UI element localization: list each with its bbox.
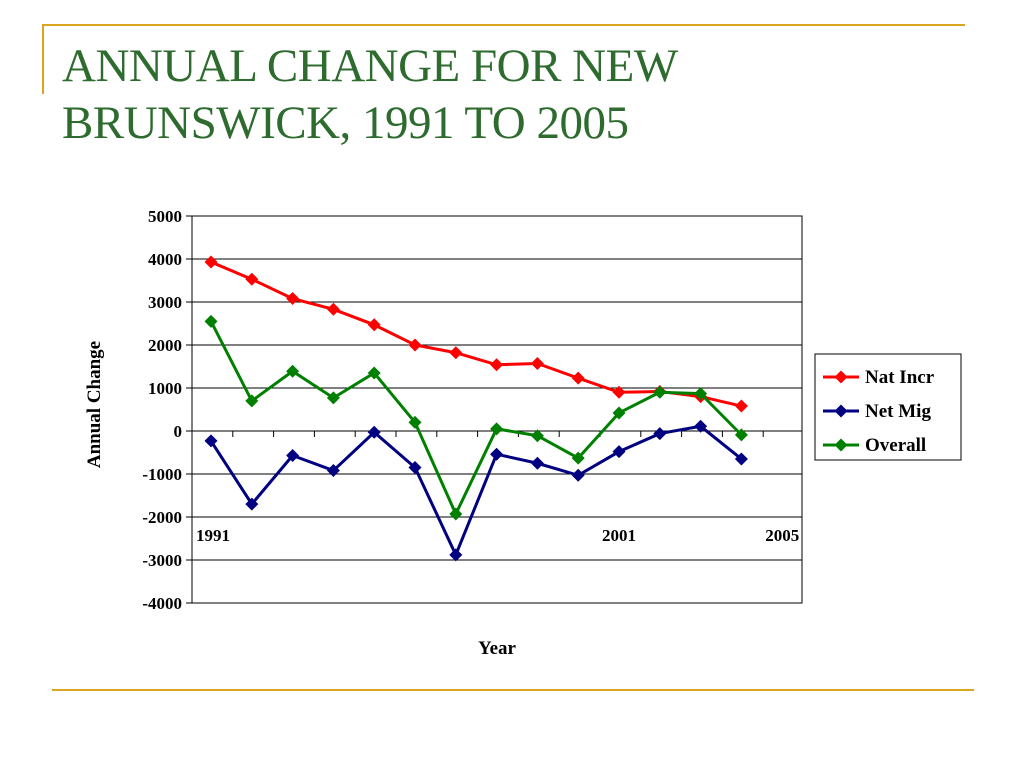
data-point-overall [326, 391, 340, 405]
data-point-net-mig [367, 425, 381, 439]
data-point-net-mig [449, 548, 463, 562]
data-point-nat-incr [490, 358, 504, 372]
data-point-overall [571, 451, 585, 465]
y-tick-label: 1000 [148, 379, 182, 398]
data-point-nat-incr [571, 371, 585, 385]
y-tick-label: -2000 [142, 508, 182, 527]
data-point-net-mig [612, 445, 626, 459]
legend-swatch-marker-nat-incr [834, 370, 848, 384]
data-point-net-mig [490, 447, 504, 461]
data-point-overall [530, 429, 544, 443]
data-point-net-mig [286, 449, 300, 463]
y-tick-label: 3000 [148, 293, 182, 312]
data-point-net-mig [245, 497, 259, 511]
data-point-overall [694, 387, 708, 401]
plot-area [191, 215, 803, 604]
data-point-overall [245, 394, 259, 408]
bottom-accent-rule [52, 689, 974, 691]
data-point-nat-incr [326, 302, 340, 316]
data-point-net-mig [530, 456, 544, 470]
y-tick-label: -1000 [142, 465, 182, 484]
data-point-nat-incr [530, 356, 544, 370]
data-point-overall [490, 422, 504, 436]
data-point-net-mig [734, 452, 748, 466]
y-tick-label: 5000 [148, 207, 182, 226]
legend-swatch-marker-overall [834, 438, 848, 452]
data-point-nat-incr [408, 338, 422, 352]
data-point-overall [408, 415, 422, 429]
data-point-overall [286, 364, 300, 378]
data-point-overall [612, 406, 626, 420]
x-axis-title: Year [478, 638, 517, 659]
data-point-net-mig [326, 464, 340, 478]
legend-label-nat-incr: Nat Incr [865, 367, 935, 388]
y-tick-label: 0 [174, 422, 183, 441]
y-axis-title: Annual Change [84, 341, 105, 468]
y-tick-label: -3000 [142, 551, 182, 570]
legend-label-net-mig: Net Mig [865, 401, 931, 422]
data-point-net-mig [204, 434, 218, 448]
data-point-nat-incr [367, 318, 381, 332]
top-accent-rule [42, 24, 965, 26]
slide-title: ANNUAL CHANGE FOR NEW BRUNSWICK, 1991 TO… [62, 38, 962, 152]
x-tick-label: 1991 [196, 526, 230, 545]
legend-label-overall: Overall [865, 435, 926, 456]
data-point-net-mig [408, 461, 422, 475]
y-tick-label: 4000 [148, 250, 182, 269]
x-tick-label: 2005 [765, 526, 799, 545]
data-point-overall [204, 314, 218, 328]
data-point-net-mig [571, 468, 585, 482]
data-point-net-mig [653, 427, 667, 441]
y-tick-label: -4000 [142, 594, 182, 613]
series-line-nat-incr [210, 260, 742, 408]
data-point-overall [367, 366, 381, 380]
x-tick-label: 2001 [602, 526, 636, 545]
data-point-net-mig [694, 419, 708, 433]
data-point-nat-incr [286, 292, 300, 306]
left-accent-rule [42, 24, 44, 94]
data-point-overall [653, 385, 667, 399]
legend-swatch-marker-net-mig [834, 404, 848, 418]
slide-title-line-1: ANNUAL CHANGE FOR NEW [62, 40, 678, 92]
data-point-nat-incr [734, 399, 748, 413]
data-point-nat-incr [449, 346, 463, 360]
series-line-net-mig [209, 424, 743, 559]
y-tick-label: 2000 [148, 336, 182, 355]
slide-title-line-2: BRUNSWICK, 1991 TO 2005 [62, 97, 629, 149]
data-point-nat-incr [204, 255, 218, 269]
data-point-nat-incr [245, 272, 259, 286]
data-point-overall [449, 507, 463, 521]
series-line-overall [209, 320, 743, 518]
data-point-overall [734, 428, 748, 442]
data-point-nat-incr [612, 385, 626, 399]
